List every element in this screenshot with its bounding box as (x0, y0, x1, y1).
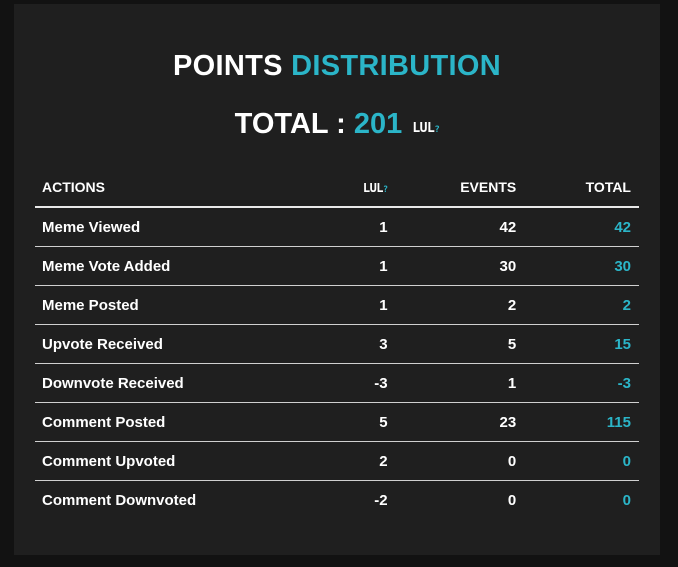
cell-lul: 1 (338, 246, 388, 286)
cell-events: 30 (387, 246, 517, 286)
cell-lul: 2 (338, 441, 388, 481)
column-header-actions: ACTIONS (35, 168, 339, 208)
title-part-2: DISTRIBUTION (291, 50, 501, 82)
cell-lul: 1 (338, 285, 388, 325)
cell-events: 5 (387, 324, 517, 364)
cell-total: 2 (516, 285, 639, 325)
total-value: 201 (353, 108, 403, 140)
table-row: Meme Vote Added 1 30 30 (35, 246, 639, 286)
cell-total: 0 (516, 441, 639, 481)
cell-action: Comment Posted (35, 402, 339, 442)
cell-lul: -3 (338, 363, 388, 403)
page-title: POINTS DISTRIBUTION (14, 50, 660, 83)
cell-total: 15 (516, 324, 639, 364)
cell-total: 115 (516, 402, 639, 442)
cell-action: Downvote Received (35, 363, 339, 403)
cell-lul: 5 (338, 402, 388, 442)
cell-lul: 3 (338, 324, 388, 364)
cell-action: Upvote Received (35, 324, 339, 364)
table-row: Comment Posted 5 23 115 (35, 402, 639, 442)
cell-events: 23 (387, 402, 517, 442)
total-summary: TOTAL : 201 LUL? (14, 108, 660, 141)
cell-action: Meme Viewed (35, 207, 339, 247)
cell-total: 0 (622, 491, 631, 509)
cell-events: 42 (387, 207, 517, 247)
cell-events: 0 (387, 441, 517, 481)
points-distribution-panel: POINTS DISTRIBUTION TOTAL : 201 LUL? ACT… (14, 4, 660, 555)
cell-total: 42 (516, 207, 639, 247)
table-row: Meme Viewed 1 42 42 (35, 207, 639, 247)
title-part-1: POINTS (173, 50, 283, 82)
cell-action: Comment Upvoted (35, 441, 339, 481)
cell-events: 2 (387, 285, 517, 325)
total-label: TOTAL : (234, 108, 346, 140)
table-row: Meme Posted 1 2 2 (35, 285, 639, 325)
cell-events: 0 (507, 491, 517, 509)
cell-events: 1 (387, 363, 517, 403)
table-row: Upvote Received 3 5 15 (35, 324, 639, 364)
cell-total: 30 (516, 246, 639, 286)
cell-total: -3 (516, 363, 639, 403)
column-header-total: TOTAL (516, 168, 639, 208)
points-table: ACTIONS LUL? EVENTS TOTAL Meme Viewed 1 … (35, 168, 639, 519)
column-header-events: EVENTS (387, 168, 517, 208)
lul-logo-icon: LUL? (362, 181, 388, 195)
table-row: Comment Downvoted -2 0 0 (35, 481, 639, 520)
cell-action: Comment Downvoted (42, 491, 197, 509)
table-row: Downvote Received -3 1 -3 (35, 363, 639, 403)
table-header-row: ACTIONS LUL? EVENTS TOTAL (35, 168, 639, 208)
cell-action: Meme Vote Added (35, 246, 339, 286)
table-row: Comment Upvoted 2 0 0 (35, 441, 639, 481)
lul-logo-icon: LUL? (412, 121, 440, 136)
column-header-lul: LUL? (338, 168, 388, 208)
cell-lul: -2 (374, 491, 388, 509)
cell-lul: 1 (338, 207, 388, 247)
cell-action: Meme Posted (35, 285, 339, 325)
